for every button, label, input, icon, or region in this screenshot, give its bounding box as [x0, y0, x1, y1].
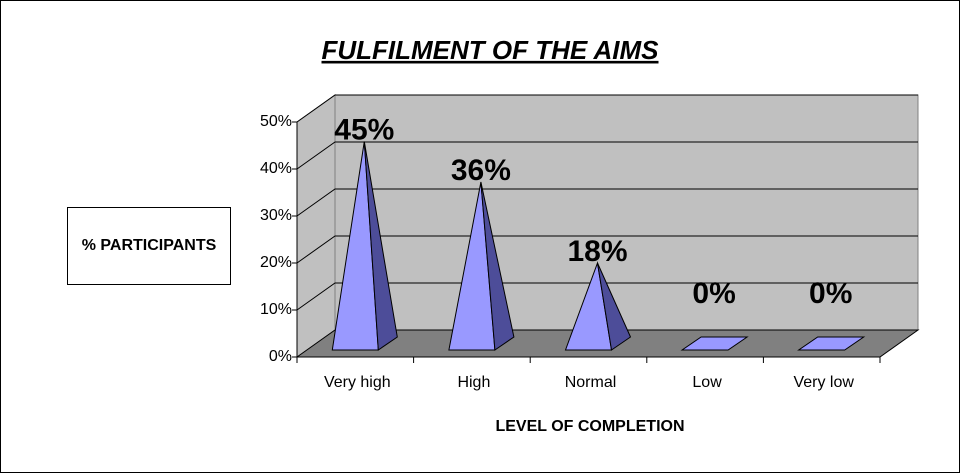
y-tick-label: 40%	[260, 160, 292, 177]
x-tick-label: Very high	[324, 374, 391, 391]
y-tick-label: 0%	[269, 348, 292, 365]
y-tick-label: 50%	[260, 113, 292, 130]
bar-base	[680, 336, 749, 351]
data-label: 36%	[451, 154, 511, 187]
bar-base	[797, 336, 866, 351]
y-tick-label: 20%	[260, 254, 292, 271]
data-label: 18%	[567, 235, 627, 268]
grid-line	[296, 188, 918, 217]
data-label: 0%	[692, 277, 735, 310]
x-tick-label: High	[457, 374, 490, 391]
y-axis-title: % PARTICIPANTS	[67, 207, 231, 285]
data-label: 0%	[809, 277, 852, 310]
data-label: 45%	[334, 113, 394, 146]
grid-line	[296, 282, 918, 311]
bar	[564, 261, 632, 351]
x-axis-title: LEVEL OF COMPLETION	[495, 418, 684, 435]
y-tick-label: 30%	[260, 207, 292, 224]
bar	[331, 141, 398, 351]
chart-title: FULFILMENT OF THE AIMS	[322, 35, 660, 65]
bar	[448, 181, 515, 351]
bar-side	[363, 141, 398, 351]
side-wall	[296, 94, 336, 358]
bar-side	[597, 262, 632, 351]
y-tick-label: 10%	[260, 301, 292, 318]
bar	[680, 336, 749, 351]
bar-side	[480, 181, 515, 351]
grid-line	[296, 235, 918, 264]
grid-line	[296, 141, 918, 170]
bar	[797, 336, 866, 351]
x-tick-label: Low	[692, 374, 722, 391]
grid-line	[296, 94, 918, 123]
x-tick-label: Very low	[793, 374, 854, 391]
x-tick-label: Normal	[565, 374, 617, 391]
